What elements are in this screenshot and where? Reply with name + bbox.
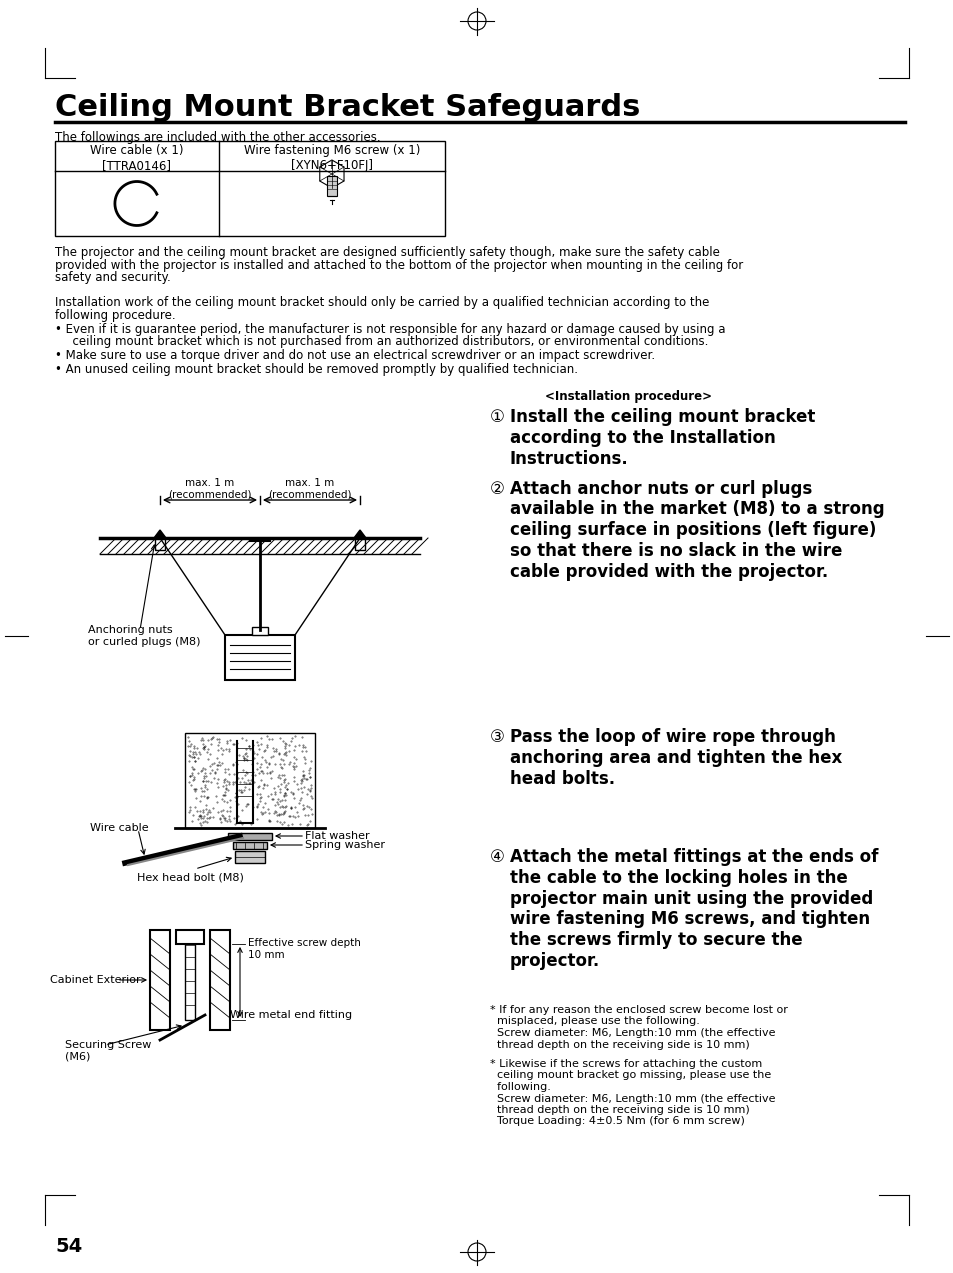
Bar — [225, 635, 294, 680]
Text: The projector and the ceiling mount bracket are designed sufficiently safety tho: The projector and the ceiling mount brac… — [55, 246, 720, 258]
Text: provided with the projector is installed and attached to the bottom of the proje: provided with the projector is installed… — [55, 258, 742, 271]
Bar — [185, 733, 314, 827]
Bar — [55, 141, 444, 236]
Text: • Even if it is guarantee period, the manufacturer is not responsible for any ha: • Even if it is guarantee period, the ma… — [55, 323, 724, 336]
Text: following procedure.: following procedure. — [55, 308, 175, 322]
Text: The followings are included with the other accessories.: The followings are included with the oth… — [55, 131, 380, 144]
Text: * If for any reason the enclosed screw become lost or: * If for any reason the enclosed screw b… — [490, 1004, 787, 1015]
Bar — [228, 833, 272, 840]
Bar — [252, 628, 268, 635]
Bar — [175, 931, 204, 945]
Text: Wire cable (x 1)
[TTRA0146]: Wire cable (x 1) [TTRA0146] — [90, 144, 184, 172]
Text: thread depth on the receiving side is 10 mm): thread depth on the receiving side is 10… — [490, 1040, 749, 1049]
Text: ③: ③ — [490, 728, 504, 746]
Text: Screw diameter: M6, Length:10 mm (the effective: Screw diameter: M6, Length:10 mm (the ef… — [490, 1029, 775, 1037]
Bar — [210, 931, 230, 1030]
Text: Attach the metal fittings at the ends of
the cable to the locking holes in the
p: Attach the metal fittings at the ends of… — [510, 848, 878, 970]
Text: Spring washer: Spring washer — [305, 840, 385, 850]
Text: Installation work of the ceiling mount bracket should only be carried by a quali: Installation work of the ceiling mount b… — [55, 297, 709, 309]
Text: <Installation procedure>: <Installation procedure> — [544, 390, 711, 404]
Text: Pass the loop of wire rope through
anchoring area and tighten the hex
head bolts: Pass the loop of wire rope through ancho… — [510, 728, 841, 788]
Text: Flat washer: Flat washer — [305, 831, 369, 841]
Text: Effective screw depth
10 mm: Effective screw depth 10 mm — [248, 938, 360, 960]
Text: max. 1 m
(recommended): max. 1 m (recommended) — [268, 477, 352, 499]
Text: Install the ceiling mount bracket
according to the Installation
Instructions.: Install the ceiling mount bracket accord… — [510, 409, 815, 467]
Text: Hex head bolt (M8): Hex head bolt (M8) — [136, 873, 243, 883]
Text: ceiling mount bracket go missing, please use the: ceiling mount bracket go missing, please… — [490, 1071, 770, 1081]
Text: Ceiling Mount Bracket Safeguards: Ceiling Mount Bracket Safeguards — [55, 93, 639, 122]
Bar — [150, 931, 170, 1030]
Text: following.: following. — [490, 1082, 550, 1092]
Text: safety and security.: safety and security. — [55, 271, 171, 284]
Text: ②: ② — [490, 480, 504, 498]
Text: Securing Screw
(M6): Securing Screw (M6) — [65, 1040, 152, 1062]
Text: Wire metal end fitting: Wire metal end fitting — [230, 1009, 352, 1020]
Text: ④: ④ — [490, 848, 504, 866]
Bar — [327, 176, 336, 196]
Bar — [185, 931, 194, 1020]
Polygon shape — [319, 160, 344, 188]
Bar — [355, 538, 365, 550]
Text: Attach anchor nuts or curl plugs
available in the market (M8) to a strong
ceilin: Attach anchor nuts or curl plugs availab… — [510, 480, 883, 580]
Text: Screw diameter: M6, Length:10 mm (the effective: Screw diameter: M6, Length:10 mm (the ef… — [490, 1094, 775, 1104]
Bar — [154, 538, 165, 550]
Text: misplaced, please use the following.: misplaced, please use the following. — [490, 1017, 700, 1026]
Text: 54: 54 — [55, 1237, 82, 1256]
Text: • Make sure to use a torque driver and do not use an electrical screwdriver or a: • Make sure to use a torque driver and d… — [55, 349, 655, 362]
Text: ceiling mount bracket which is not purchased from an authorized distributors, or: ceiling mount bracket which is not purch… — [65, 336, 708, 349]
Bar — [234, 850, 265, 863]
Text: • An unused ceiling mount bracket should be removed promptly by qualified techni: • An unused ceiling mount bracket should… — [55, 363, 578, 376]
Bar — [233, 841, 267, 849]
Text: Cabinet Exterior: Cabinet Exterior — [50, 975, 140, 985]
Text: max. 1 m
(recommended): max. 1 m (recommended) — [168, 477, 252, 499]
Polygon shape — [153, 530, 166, 538]
Text: Wire cable: Wire cable — [90, 824, 149, 833]
Text: Anchoring nuts
or curled plugs (M8): Anchoring nuts or curled plugs (M8) — [88, 625, 200, 647]
Text: Torque Loading: 4±0.5 Nm (for 6 mm screw): Torque Loading: 4±0.5 Nm (for 6 mm screw… — [490, 1116, 744, 1127]
Text: Wire fastening M6 screw (x 1)
[XYN6+F10FJ]: Wire fastening M6 screw (x 1) [XYN6+F10F… — [243, 144, 419, 172]
Text: thread depth on the receiving side is 10 mm): thread depth on the receiving side is 10… — [490, 1105, 749, 1115]
Polygon shape — [354, 530, 366, 538]
Text: * Likewise if the screws for attaching the custom: * Likewise if the screws for attaching t… — [490, 1059, 761, 1069]
Text: ①: ① — [490, 409, 504, 426]
